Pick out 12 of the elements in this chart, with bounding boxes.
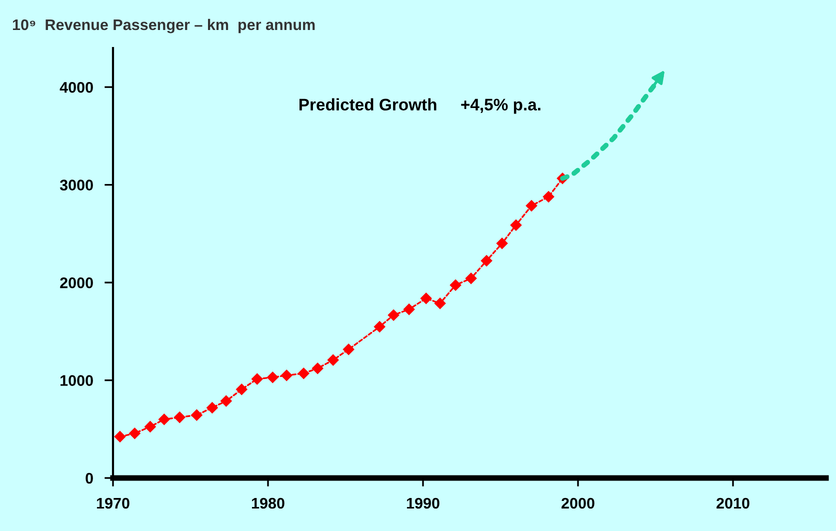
y-axis-title: 10⁹ Revenue Passenger – km per annum [12,18,315,34]
x-tick-label: 2010 [716,498,750,509]
x-tick-label: 2000 [562,498,594,509]
y-tick-label: 0 [86,472,93,484]
y-tick-label: 4000 [60,82,93,93]
y-tick-label: 3000 [60,180,93,191]
x-tick-label: 1970 [96,498,130,509]
y-tick-label: 2000 [60,277,93,288]
annotation: Predicted Growth +4,5% p.a. [299,98,540,114]
y-tick-label: 1000 [60,375,93,386]
x-tick-label: 1980 [252,498,284,509]
x-tick-label: 1990 [406,498,440,509]
